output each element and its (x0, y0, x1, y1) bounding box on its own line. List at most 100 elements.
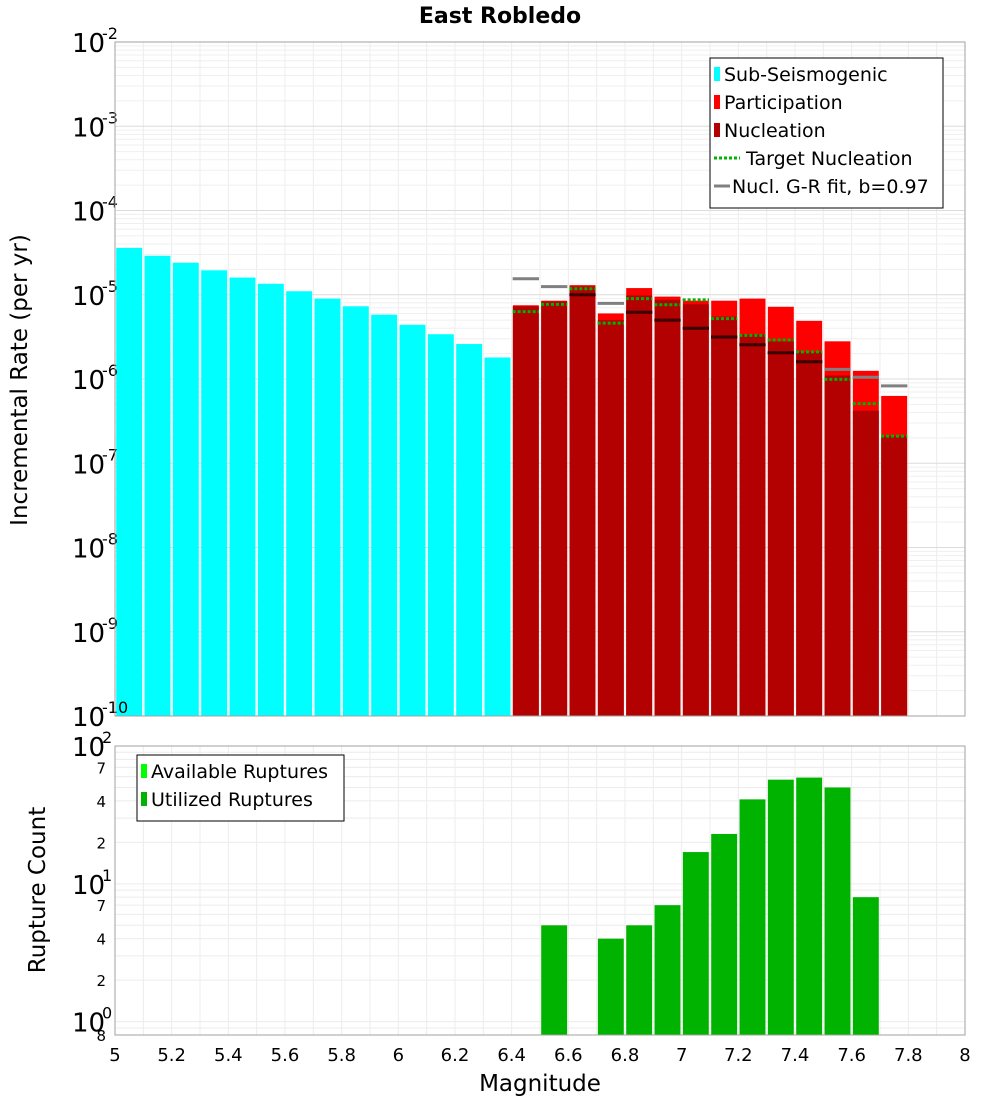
x-tick-label: 7.6 (837, 1045, 866, 1066)
bottom-plot-bars (541, 777, 879, 1035)
top-y-tick-label: 10 (72, 535, 105, 565)
top-y-tick-exponent: -5 (102, 277, 118, 296)
bottom-y-minor-tick-label: 4 (96, 931, 106, 949)
nucleation-bar (626, 295, 653, 716)
axis-ticks: 5 5.2 5.4 5.6 5.8 6 6.2 6.4 6.6 6.8 7 7.2 7.4 7.6 7.8 8… (72, 24, 971, 1066)
sub-seismogenic-bar (399, 324, 426, 716)
top-legend-label: Nucleation (724, 120, 826, 142)
bottom-y-minor-tick-label: 2 (96, 972, 106, 990)
nucleation-bar (597, 320, 624, 716)
bottom-plot-frame (114, 745, 966, 1036)
bottom-legend-label: Utilized Ruptures (151, 789, 313, 811)
x-tick-label: 6.4 (497, 1045, 526, 1066)
sub-seismogenic-bar (116, 247, 143, 716)
bottom-y-tick-exponent: 2 (102, 728, 112, 747)
nucleation-bar (852, 410, 879, 716)
bottom-y-minor-tick-label: 7 (96, 759, 106, 777)
x-tick-label: 8 (959, 1045, 970, 1066)
top-plot-frame (114, 41, 966, 717)
bottom-legend-label: Available Ruptures (151, 761, 328, 783)
top-plot-bars (116, 247, 908, 716)
utilized-ruptures-bar (739, 799, 766, 1035)
top-legend-box (709, 57, 944, 209)
bottom-y-minor-tick-label: 2 (96, 834, 106, 852)
bottom-y-minor-tick-label: 4 (96, 793, 106, 811)
chart-title: East Robledo (419, 4, 581, 29)
utilized-ruptures-bar (541, 925, 568, 1035)
sub-seismogenic-bar (427, 334, 454, 716)
top-legend-label: Nucl. G-R fit, b=0.97 (732, 176, 929, 198)
x-tick-label: 6.8 (611, 1045, 640, 1066)
top-y-tick-label: 10 (72, 282, 105, 312)
sub-seismogenic-bar (229, 277, 256, 716)
x-tick-label: 7.4 (781, 1045, 810, 1066)
bottom-y-axis-label: Rupture Count (25, 807, 51, 973)
top-y-tick-exponent: -7 (102, 445, 118, 464)
utilized-ruptures-bar (597, 938, 624, 1035)
utilized-ruptures-bar (852, 897, 879, 1035)
sub-seismogenic-bar (257, 283, 284, 716)
sub-seismogenic-bar (144, 255, 171, 716)
bottom-legend-box (136, 754, 345, 822)
x-tick-label: 5.2 (157, 1045, 186, 1066)
x-tick-label: 5 (109, 1045, 120, 1066)
top-legend-label: Target Nucleation (745, 148, 913, 170)
sub-seismogenic-bar (314, 298, 341, 716)
x-tick-label: 6.2 (441, 1045, 470, 1066)
utilized-ruptures-bar (682, 852, 709, 1035)
x-axis-label: Magnitude (479, 1071, 601, 1097)
bottom-y-tick-label: 10 (72, 871, 105, 901)
top-legend-swatch (714, 95, 720, 109)
x-tick-label: 7.2 (724, 1045, 753, 1066)
utilized-ruptures-bar (796, 777, 823, 1035)
top-y-tick-exponent: -9 (102, 614, 118, 633)
top-y-tick-exponent: -8 (102, 530, 118, 549)
bottom-legend: Available Ruptures Utilized Ruptures (136, 754, 345, 822)
nucleation-bar (512, 306, 539, 716)
utilized-ruptures-bar (626, 925, 653, 1035)
top-y-tick-exponent: -6 (102, 361, 118, 380)
nucleation-bar (541, 301, 568, 716)
utilized-ruptures-bar (654, 905, 681, 1035)
x-tick-label: 7.8 (894, 1045, 923, 1066)
sub-seismogenic-bar (456, 344, 483, 716)
top-y-tick-label: 10 (72, 29, 105, 59)
x-tick-label: 5.6 (271, 1045, 300, 1066)
top-legend: Sub-Seismogenic Participation Nucleation Ta… (709, 57, 944, 209)
utilized-ruptures-bar (767, 779, 794, 1035)
x-tick-label: 6 (393, 1045, 404, 1066)
sub-seismogenic-bar (342, 306, 369, 716)
nucleation-bar (881, 436, 908, 716)
utilized-ruptures-bar (711, 833, 738, 1035)
nucleation-bar (682, 304, 709, 716)
sub-seismogenic-bar (286, 291, 313, 716)
top-y-tick-label: 10 (72, 113, 105, 143)
top-y-tick-label: 10 (72, 703, 105, 733)
nucleation-bar (654, 299, 681, 716)
top-legend-label: Participation (724, 92, 843, 114)
bottom-plot-grid (114, 745, 966, 1036)
top-legend-swatch (714, 67, 720, 81)
x-tick-label: 5.8 (327, 1045, 356, 1066)
top-y-tick-exponent: -2 (102, 24, 118, 43)
sub-seismogenic-bar (201, 270, 228, 716)
nucleation-bar (767, 341, 794, 716)
bottom-y-minor-tick-label: 8 (96, 1027, 106, 1045)
top-y-tick-exponent: -3 (102, 108, 118, 127)
top-y-tick-label: 10 (72, 619, 105, 649)
utilized-ruptures-bar (824, 787, 851, 1035)
top-y-tick-exponent: -4 (102, 193, 118, 212)
sub-seismogenic-bar (172, 262, 199, 716)
nucleation-bar (824, 375, 851, 716)
bottom-legend-swatch (141, 764, 147, 778)
bottom-y-tick-label: 10 (72, 733, 105, 763)
nucleation-bar (711, 316, 738, 716)
nucleation-bar (739, 334, 766, 716)
top-y-tick-label: 10 (72, 198, 105, 228)
nucleation-bar (569, 286, 596, 716)
nucleation-bar (796, 351, 823, 716)
top-y-tick-label: 10 (72, 366, 105, 396)
sub-seismogenic-bar (371, 314, 398, 716)
bottom-y-tick-label: 10 (72, 1009, 105, 1039)
